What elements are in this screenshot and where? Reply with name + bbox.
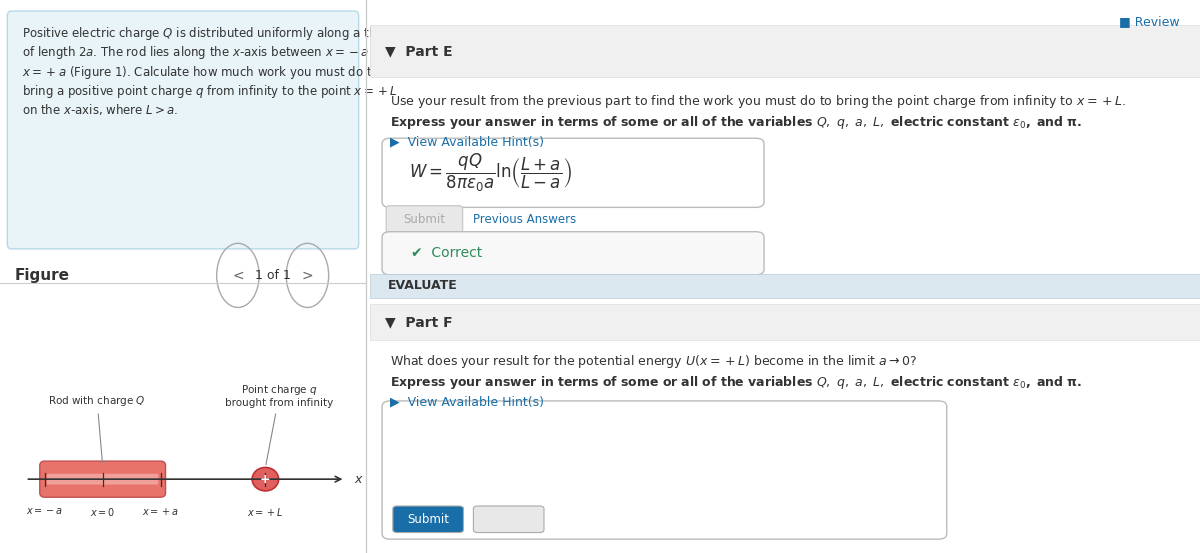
Text: +: +: [260, 473, 271, 486]
Text: Figure: Figure: [14, 268, 70, 283]
Text: ▼  Part E: ▼ Part E: [384, 44, 452, 58]
FancyBboxPatch shape: [474, 506, 544, 533]
Text: $x$: $x$: [354, 473, 364, 486]
Text: ▶  View Available Hint(s): ▶ View Available Hint(s): [390, 395, 545, 409]
Text: Submit: Submit: [403, 213, 445, 226]
Text: Use your result from the previous part to find the work you must do to bring the: Use your result from the previous part t…: [390, 93, 1127, 110]
FancyBboxPatch shape: [47, 474, 158, 484]
Circle shape: [252, 467, 278, 491]
Text: 1 of 1: 1 of 1: [254, 269, 290, 282]
Text: $\bf{Express\ your\ answer\ in\ terms\ of\ some\ or\ all\ of\ the\ variables}$$\: $\bf{Express\ your\ answer\ in\ terms\ o…: [390, 114, 1082, 132]
Text: $x=0$: $x=0$: [90, 506, 115, 518]
Text: Rod with charge $Q$: Rod with charge $Q$: [48, 394, 146, 463]
Text: Previous Answers: Previous Answers: [474, 213, 577, 226]
Text: ▶  View Available Hint(s): ▶ View Available Hint(s): [390, 135, 545, 149]
Text: $x=-a$: $x=-a$: [26, 506, 64, 516]
FancyBboxPatch shape: [370, 304, 1200, 340]
Text: $\bf{Express\ your\ answer\ in\ terms\ of\ some\ or\ all\ of\ the\ variables}$$\: $\bf{Express\ your\ answer\ in\ terms\ o…: [390, 374, 1082, 392]
Text: $x=+L$: $x=+L$: [247, 506, 283, 518]
Text: $x=+a$: $x=+a$: [142, 506, 179, 517]
Text: <: <: [232, 268, 244, 283]
FancyBboxPatch shape: [370, 274, 1200, 298]
FancyBboxPatch shape: [382, 232, 764, 275]
Text: ■ Review: ■ Review: [1118, 15, 1180, 29]
Text: What does your result for the potential energy $U(x = +L)$ become in the limit $: What does your result for the potential …: [390, 353, 918, 370]
Text: ✔  Correct: ✔ Correct: [412, 246, 482, 260]
Text: Positive electric charge $Q$ is distributed uniformly along a thin rod
of length: Positive electric charge $Q$ is distribu…: [22, 25, 410, 117]
Text: EVALUATE: EVALUATE: [388, 279, 457, 293]
Text: Submit: Submit: [407, 513, 449, 526]
FancyBboxPatch shape: [386, 206, 463, 233]
FancyBboxPatch shape: [370, 25, 1200, 77]
FancyBboxPatch shape: [382, 401, 947, 539]
FancyBboxPatch shape: [392, 506, 463, 533]
Text: >: >: [301, 268, 313, 283]
Text: $W = \dfrac{qQ}{8\pi\epsilon_0 a}\ln\!\left(\dfrac{L+a}{L-a}\right)$: $W = \dfrac{qQ}{8\pi\epsilon_0 a}\ln\!\l…: [409, 152, 572, 194]
FancyBboxPatch shape: [382, 138, 764, 207]
Text: ▼  Part F: ▼ Part F: [384, 315, 452, 329]
FancyBboxPatch shape: [7, 11, 359, 249]
Text: Point charge $q$
brought from infinity: Point charge $q$ brought from infinity: [226, 383, 334, 465]
FancyBboxPatch shape: [40, 461, 166, 497]
